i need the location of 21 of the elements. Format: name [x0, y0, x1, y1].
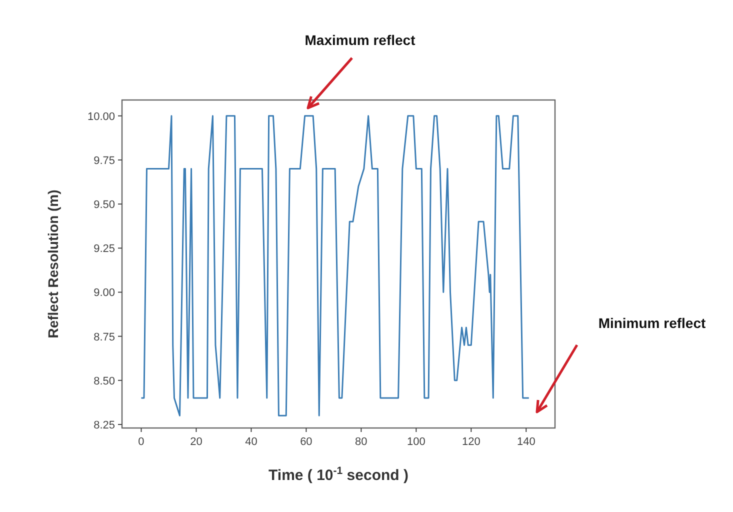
y-tick-label: 8.25	[94, 419, 115, 432]
x-tick-label: 80	[355, 436, 368, 448]
x-axis-title: Time ( 10$^{-1}$ second )	[268, 465, 408, 484]
x-tick-label: 40	[245, 436, 258, 448]
x-tick-label: 0	[138, 436, 144, 448]
y-tick-label: 9.00	[94, 287, 115, 300]
line-series	[140, 115, 530, 416]
x-tick-label: 60	[300, 436, 312, 448]
y-tick-label: 9.50	[94, 199, 115, 212]
x-tick-label: 120	[462, 436, 480, 448]
y-axis-title: Reflect Resolution (m)	[45, 190, 61, 338]
y-tick-label: 10.00	[87, 110, 115, 123]
y-tick-label: 9.25	[94, 243, 115, 256]
text: Maximum reflect	[304, 32, 416, 48]
x-tick-label: 100	[406, 436, 426, 448]
x-tick-label: 20	[190, 436, 202, 448]
y-tick-label: 8.75	[94, 331, 115, 344]
x-tick-label: 140	[516, 436, 536, 448]
y-tick-label: 9.75	[94, 154, 115, 167]
text: Minimum reflect	[598, 315, 706, 331]
y-tick-label: 8.50	[94, 375, 115, 388]
